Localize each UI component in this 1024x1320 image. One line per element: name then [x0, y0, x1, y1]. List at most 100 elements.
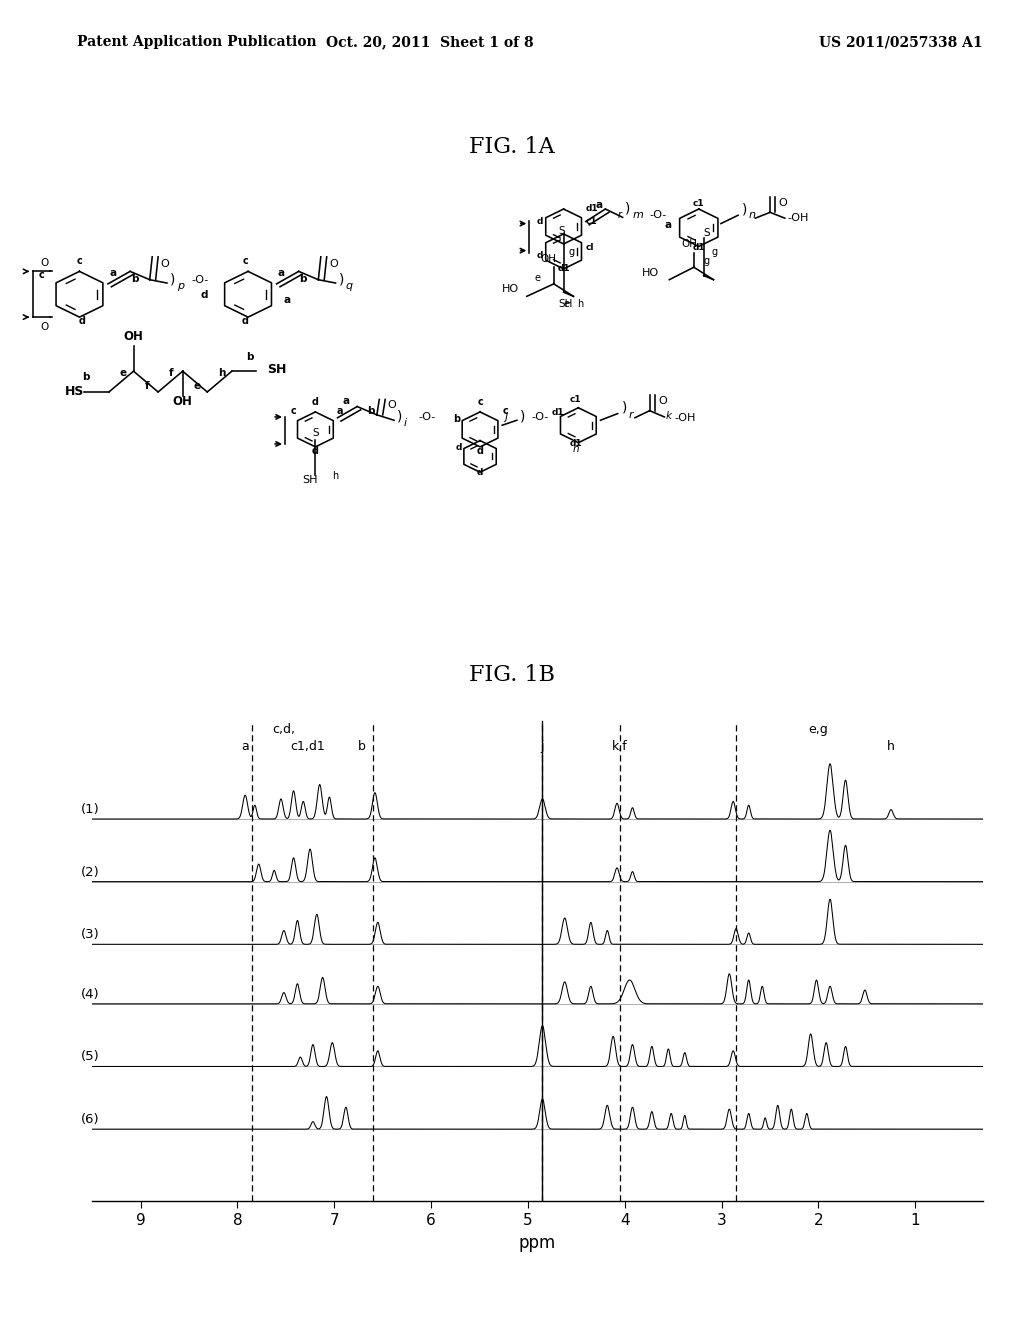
Text: FIG. 1A: FIG. 1A	[469, 136, 555, 157]
Text: j: j	[541, 741, 544, 754]
Text: O: O	[778, 198, 787, 207]
Text: d1: d1	[557, 264, 570, 273]
Text: d: d	[477, 469, 483, 477]
Text: g: g	[703, 256, 710, 265]
Text: -OH: -OH	[787, 213, 809, 223]
Text: e: e	[194, 380, 201, 391]
Text: (1): (1)	[81, 803, 100, 816]
Text: p: p	[177, 281, 184, 290]
Text: (4): (4)	[81, 987, 100, 1001]
Text: m: m	[633, 210, 643, 220]
X-axis label: ppm: ppm	[519, 1234, 556, 1251]
Text: g: g	[711, 247, 717, 257]
Text: f: f	[144, 380, 148, 391]
Text: n: n	[749, 210, 756, 220]
Text: O: O	[41, 259, 49, 268]
Text: (3): (3)	[81, 928, 100, 941]
Text: b: b	[357, 741, 366, 754]
Text: f: f	[169, 368, 173, 378]
Text: cl: cl	[586, 243, 594, 252]
Text: Patent Application Publication: Patent Application Publication	[77, 36, 316, 49]
Text: OH: OH	[681, 239, 697, 249]
Text: SH: SH	[559, 298, 573, 309]
Text: d: d	[537, 251, 543, 260]
Text: c: c	[291, 405, 297, 416]
Text: US 2011/0257338 A1: US 2011/0257338 A1	[819, 36, 983, 49]
Text: HO: HO	[502, 284, 519, 294]
Text: ): )	[622, 401, 627, 414]
Text: d: d	[456, 444, 462, 453]
Text: d: d	[537, 216, 543, 226]
Text: ): )	[742, 202, 748, 216]
Text: b: b	[82, 372, 89, 383]
Text: a: a	[337, 405, 343, 416]
Text: (2): (2)	[81, 866, 100, 879]
Text: (5): (5)	[81, 1051, 100, 1064]
Text: ): )	[625, 202, 631, 215]
Text: -O-: -O-	[419, 412, 436, 422]
Text: ): )	[396, 409, 401, 424]
Text: a: a	[342, 396, 349, 405]
Text: c1: c1	[586, 216, 597, 226]
Text: SH: SH	[267, 363, 287, 376]
Text: a: a	[596, 201, 603, 210]
Text: e: e	[563, 298, 569, 309]
Text: ): )	[520, 409, 525, 424]
Text: r: r	[629, 409, 633, 420]
Text: -OH: -OH	[674, 413, 695, 424]
Text: S: S	[559, 226, 565, 236]
Text: h: h	[887, 741, 895, 754]
Text: c1: c1	[693, 199, 705, 207]
Text: O: O	[658, 396, 667, 405]
Text: r: r	[617, 210, 622, 220]
Text: i: i	[403, 418, 407, 428]
Text: g: g	[568, 247, 574, 257]
Text: (6): (6)	[81, 1113, 100, 1126]
Text: ): )	[339, 272, 344, 286]
Text: c: c	[77, 256, 82, 267]
Text: c1: c1	[570, 396, 582, 404]
Text: HO: HO	[642, 268, 659, 277]
Text: h: h	[218, 368, 225, 378]
Text: d1: d1	[586, 205, 598, 213]
Text: a: a	[665, 219, 672, 230]
Text: q: q	[345, 281, 352, 290]
Text: d1: d1	[569, 440, 583, 447]
Text: c: c	[38, 271, 44, 280]
Text: S: S	[312, 428, 318, 438]
Text: OH: OH	[173, 395, 193, 408]
Text: n: n	[572, 445, 580, 454]
Text: b: b	[367, 405, 375, 416]
Text: d: d	[312, 397, 318, 408]
Text: k,f: k,f	[612, 741, 628, 754]
Text: FIG. 1B: FIG. 1B	[469, 664, 555, 685]
Text: O: O	[161, 259, 169, 269]
Text: c: c	[477, 397, 483, 408]
Text: k: k	[666, 411, 672, 421]
Text: h: h	[578, 298, 584, 309]
Text: b: b	[131, 273, 138, 284]
Text: d: d	[242, 317, 249, 326]
Text: OH: OH	[124, 330, 143, 343]
Text: d1: d1	[692, 243, 706, 252]
Text: d1: d1	[551, 408, 564, 417]
Text: b: b	[453, 414, 460, 424]
Text: e,g: e,g	[809, 723, 828, 737]
Text: O: O	[41, 322, 49, 331]
Text: e: e	[120, 368, 127, 378]
Text: OH: OH	[541, 255, 557, 264]
Text: c: c	[243, 256, 249, 267]
Text: d: d	[79, 317, 85, 326]
Text: -O-: -O-	[191, 275, 209, 285]
Text: O: O	[388, 400, 396, 409]
Text: c1,d1: c1,d1	[290, 741, 325, 754]
Text: c,d,: c,d,	[272, 723, 295, 737]
Text: j: j	[505, 412, 508, 422]
Text: d: d	[201, 290, 208, 301]
Text: ): )	[170, 272, 176, 286]
Text: HS: HS	[65, 385, 84, 399]
Text: O: O	[329, 259, 338, 269]
Text: a: a	[242, 741, 249, 754]
Text: Oct. 20, 2011  Sheet 1 of 8: Oct. 20, 2011 Sheet 1 of 8	[327, 36, 534, 49]
Text: S: S	[703, 228, 711, 238]
